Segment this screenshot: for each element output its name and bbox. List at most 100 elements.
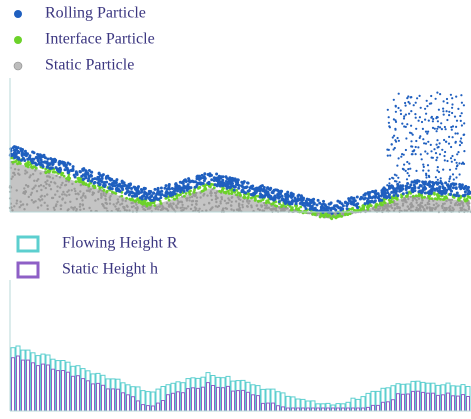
rolling-particle	[438, 171, 440, 173]
rolling-particle	[300, 194, 303, 197]
rolling-particle	[128, 185, 131, 188]
rolling-particle	[425, 113, 427, 115]
static-bar	[262, 403, 265, 411]
rolling-particle	[419, 95, 421, 97]
rolling-particle	[274, 194, 277, 197]
rolling-particle	[430, 117, 432, 119]
interface-particle	[415, 194, 418, 197]
rolling-particle	[133, 186, 136, 189]
rolling-particle	[432, 127, 434, 129]
rolling-particle	[460, 120, 462, 122]
rolling-particle	[418, 120, 420, 122]
rolling-particle	[459, 144, 461, 146]
static-bar	[102, 385, 105, 411]
static-bar	[282, 407, 285, 411]
rolling-particle	[90, 171, 93, 174]
static-particle	[123, 206, 125, 208]
rolling-particle	[441, 192, 444, 195]
static-particle	[424, 204, 426, 206]
rolling-particle	[463, 134, 465, 136]
rolling-particle	[436, 130, 438, 132]
static-particle	[195, 207, 197, 209]
static-particle	[219, 200, 221, 202]
rolling-particle	[67, 171, 70, 174]
static-particle	[61, 182, 63, 184]
static-bar	[177, 392, 180, 411]
static-particle	[48, 175, 50, 177]
static-particle	[157, 208, 159, 210]
rolling-particle	[403, 115, 405, 117]
static-particle	[125, 200, 127, 202]
static-particle	[51, 197, 53, 199]
static-particle	[416, 207, 418, 209]
rolling-particle	[406, 161, 408, 163]
rolling-particle	[246, 185, 249, 188]
rolling-particle	[272, 199, 275, 202]
rolling-particle	[168, 184, 171, 187]
static-particle	[91, 194, 93, 196]
interface-particle	[153, 204, 156, 207]
interface-particle	[312, 212, 315, 215]
static-particle	[454, 203, 456, 205]
static-particle	[74, 190, 76, 192]
static-bar	[207, 383, 210, 411]
static-bar	[97, 383, 100, 411]
rolling-particle	[338, 200, 341, 203]
rolling-particle	[397, 137, 399, 139]
rolling-particle	[461, 112, 463, 114]
rolling-particle	[101, 175, 104, 178]
interface-particle	[333, 216, 336, 219]
rolling-particle	[305, 200, 308, 203]
static-particle	[173, 208, 175, 210]
interface-particle	[138, 199, 141, 202]
figure: Rolling Particle Interface Particle Stat…	[0, 0, 471, 419]
static-particle	[109, 202, 111, 204]
interface-particle	[428, 197, 431, 200]
static-particle	[190, 208, 192, 210]
interface-particle	[106, 190, 109, 193]
rolling-particle	[43, 154, 46, 157]
static-particle	[246, 205, 248, 207]
rolling-particle	[461, 163, 463, 165]
rolling-particle	[450, 126, 452, 128]
rolling-particle	[430, 144, 432, 146]
rolling-particle	[236, 178, 239, 181]
rolling-particle	[402, 192, 405, 195]
static-particle	[136, 209, 138, 211]
rolling-particle	[455, 194, 458, 197]
legend-label: Interface Particle	[45, 31, 155, 48]
rolling-particle	[452, 173, 454, 175]
rolling-particle	[439, 142, 441, 144]
static-particle	[23, 187, 25, 189]
static-bar	[417, 391, 420, 411]
rolling-particle	[153, 197, 156, 200]
static-particle	[215, 201, 217, 203]
static-particle	[176, 199, 178, 201]
static-particle	[24, 172, 26, 174]
rolling-particle	[105, 181, 108, 184]
rolling-particle	[456, 120, 458, 122]
rolling-particle	[109, 177, 112, 180]
rolling-particle	[64, 168, 67, 171]
rolling-particle	[457, 108, 459, 110]
static-particle	[114, 205, 116, 207]
rolling-particle	[329, 207, 332, 210]
rolling-particle	[286, 198, 289, 201]
rolling-particle	[446, 98, 448, 100]
static-particle	[73, 188, 75, 190]
rolling-particle	[405, 170, 407, 172]
interface-particle	[204, 187, 207, 190]
static-particle	[195, 203, 197, 205]
static-particle	[124, 209, 126, 211]
interface-particle	[183, 195, 186, 198]
static-particle	[82, 204, 84, 206]
rolling-particle	[118, 183, 121, 186]
interface-particle	[218, 190, 221, 193]
static-particle	[226, 208, 228, 210]
static-particle	[270, 208, 272, 210]
interface-particle	[75, 180, 78, 183]
static-bar	[117, 389, 120, 411]
rolling-particle	[461, 124, 463, 126]
static-particle	[168, 206, 170, 208]
static-particle	[55, 175, 57, 177]
